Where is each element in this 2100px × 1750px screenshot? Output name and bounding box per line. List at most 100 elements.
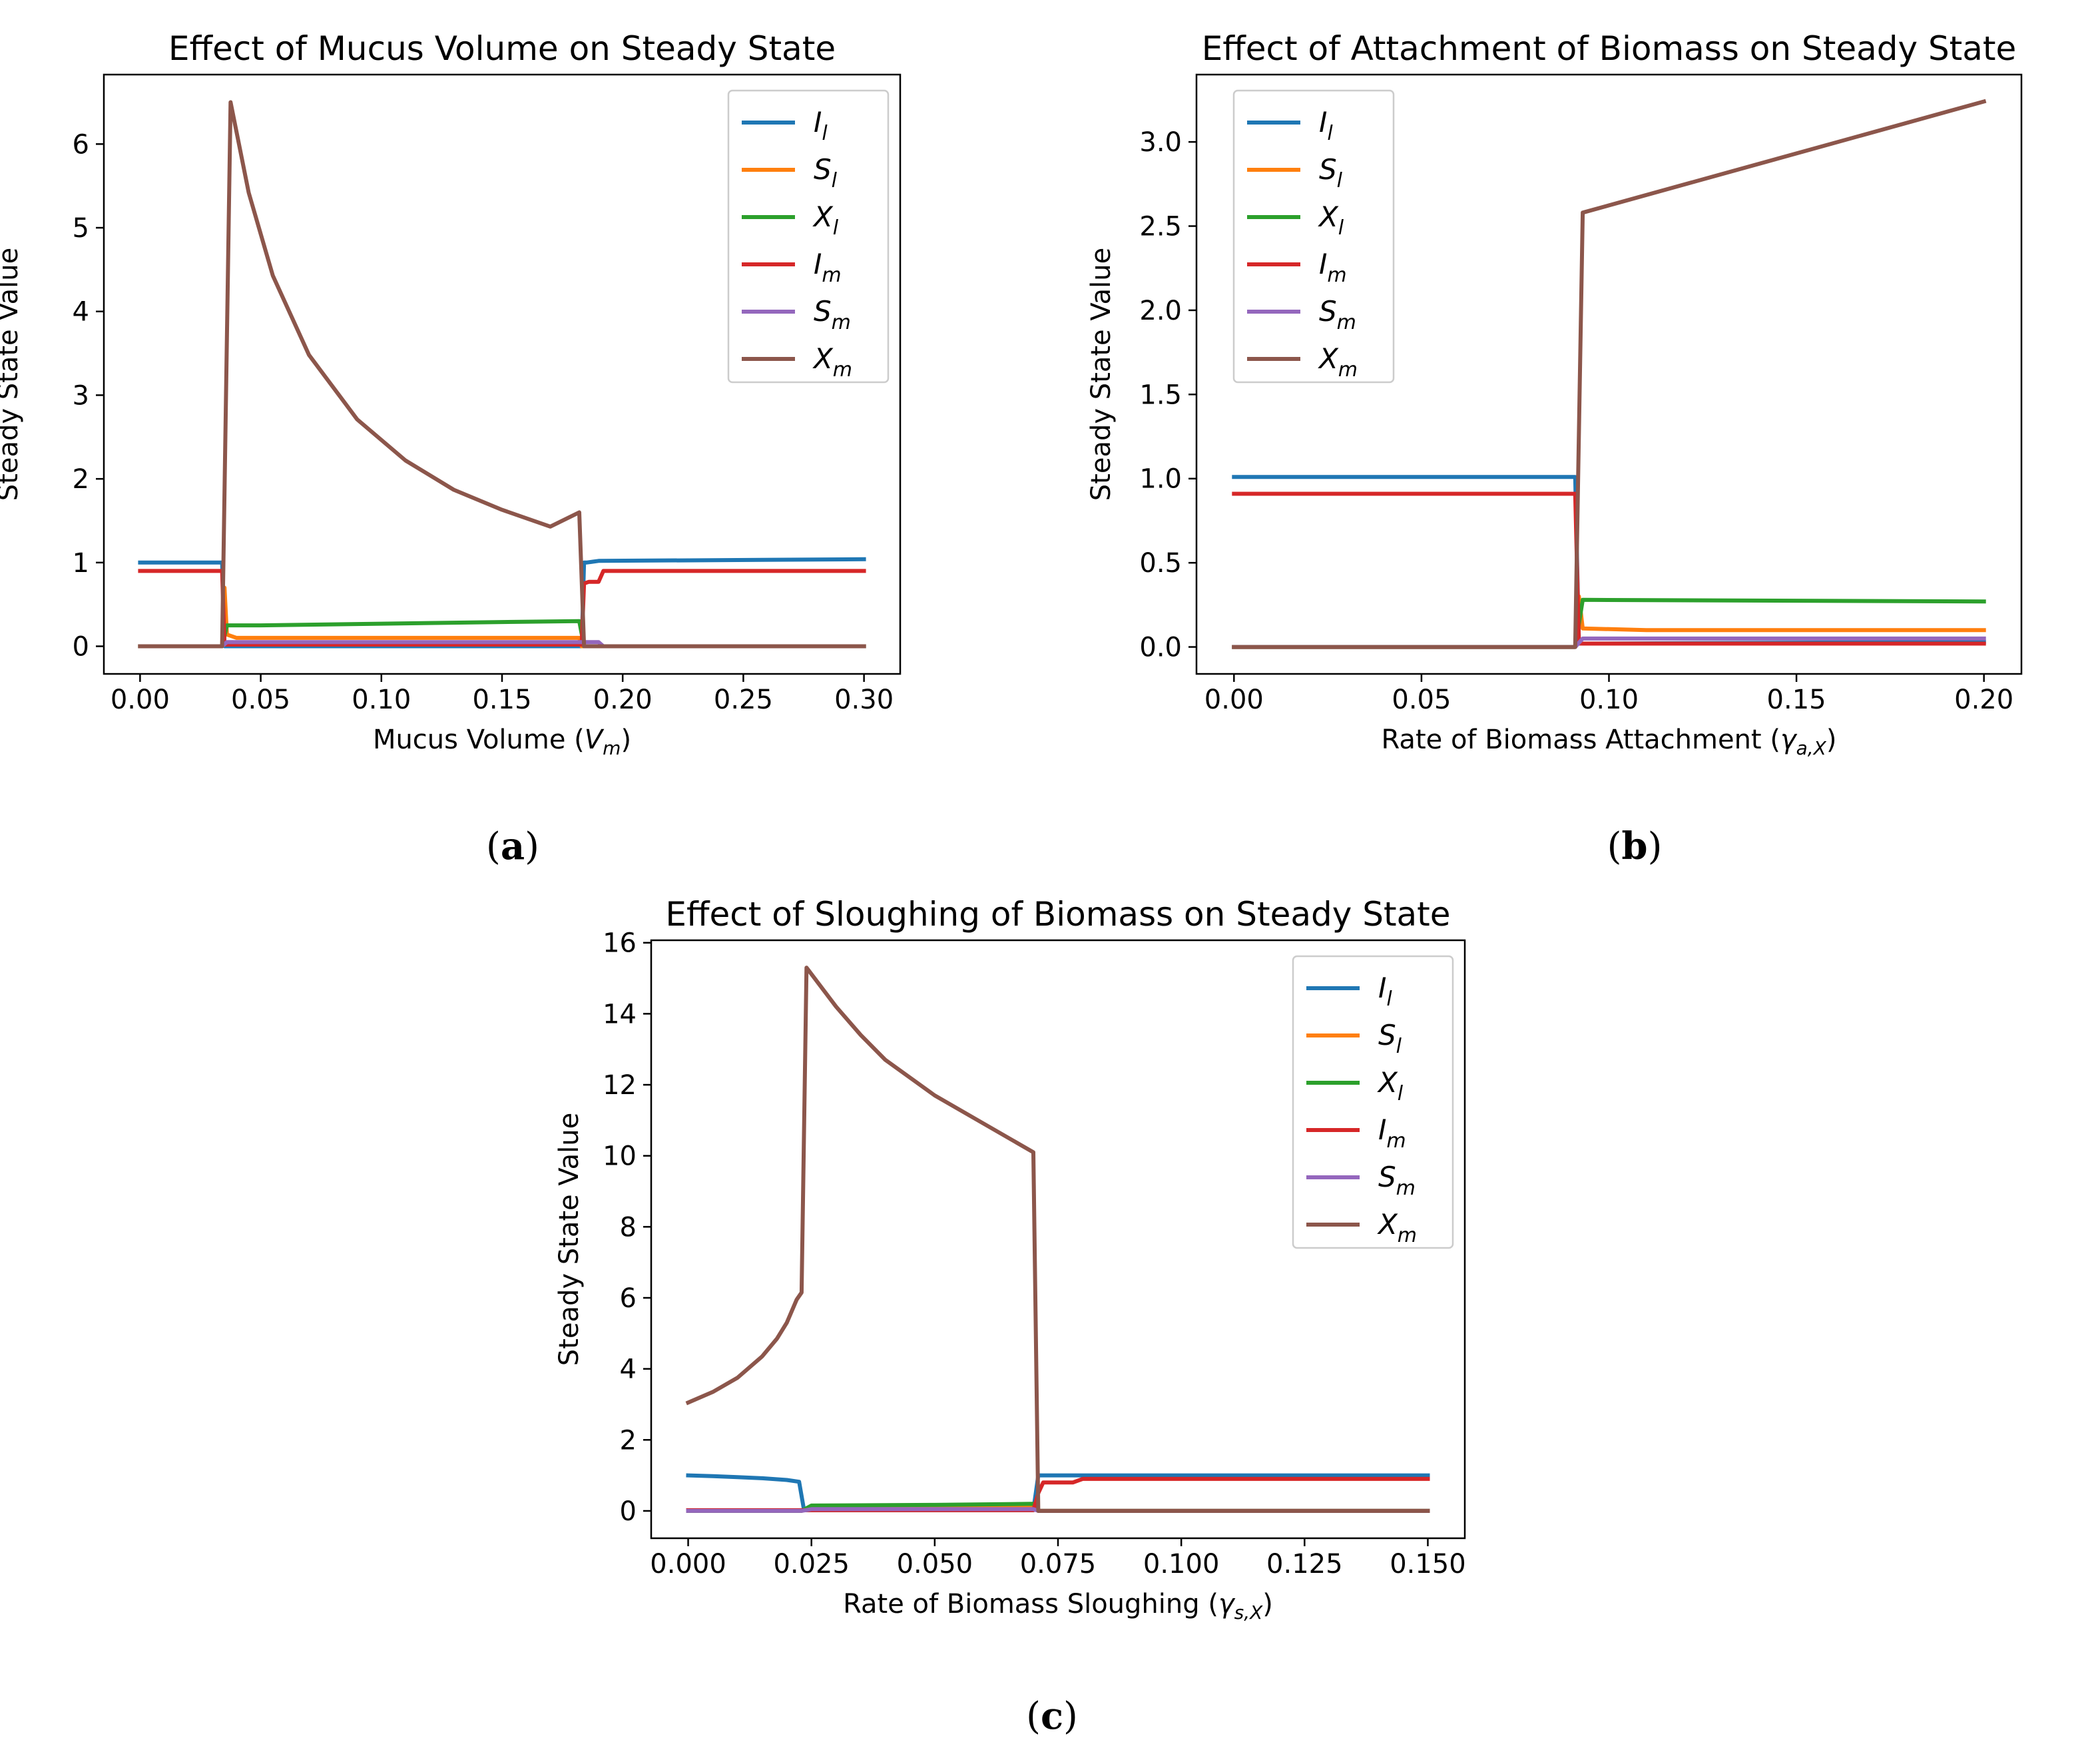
y-axis-label: Steady State Value [554, 1113, 585, 1366]
legend-box [1292, 955, 1454, 1249]
x-tick-label: 0.05 [1392, 685, 1451, 715]
y-tick-label: 0.0 [1139, 633, 1182, 663]
y-tick-label: 1 [73, 548, 89, 579]
legend-label-subscript: m [1327, 264, 1346, 287]
legend-label-subscript: l [832, 169, 838, 192]
legend-label: Il [814, 106, 828, 145]
legend-label-base: S [814, 153, 832, 186]
panel-label-close: ) [1648, 825, 1663, 868]
x-axis-label-symbol: γ [1780, 725, 1798, 755]
legend-label: Xl [1318, 200, 1344, 240]
legend-label-base: S [1378, 1019, 1396, 1051]
y-tick-label: 5 [73, 213, 89, 244]
y-tick-label: 16 [603, 928, 637, 959]
legend-label-base: X [1377, 1208, 1398, 1241]
x-axis-label-text: Rate of Biomass Sloughing ( [843, 1589, 1218, 1619]
x-axis-label-close: ) [1262, 1589, 1273, 1619]
legend-label: Im [1378, 1113, 1406, 1153]
series-group [685, 966, 1430, 1513]
x-axis-label-subscript: a,X [1796, 737, 1827, 759]
y-tick-label: 6 [73, 129, 89, 160]
legend-label-base: S [1319, 295, 1337, 328]
series-group [138, 100, 866, 649]
x-tick-label: 0.10 [1579, 685, 1639, 715]
legend-label-base: I [1378, 972, 1386, 1004]
panel-label-letter: a [501, 824, 525, 868]
legend-label-base: I [1378, 1113, 1386, 1146]
y-axis-label: Steady State Value [1086, 248, 1117, 501]
legend-box [727, 89, 890, 384]
legend-label-subscript: l [1338, 216, 1344, 240]
legend-label-subscript: l [1396, 1035, 1402, 1058]
legend-entry-i-m: Im [1247, 248, 1347, 287]
legend-entry-s-l: Sl [742, 153, 838, 192]
legend-label: Sm [1319, 295, 1356, 334]
legend-label-subscript: l [1327, 122, 1333, 145]
legend-label-subscript: m [1386, 1129, 1406, 1153]
x-tick-label: 0.10 [352, 685, 411, 715]
chart-title: Effect of Sloughing of Biomass on Steady… [665, 895, 1450, 934]
series-line-i-l [686, 1473, 1430, 1512]
legend-label-base: S [1319, 153, 1337, 186]
y-tick-label: 2 [620, 1425, 637, 1456]
y-tick-label: 12 [603, 1070, 637, 1101]
x-tick-label: 0.15 [1767, 685, 1826, 715]
legend-entry-x-m: Xm [742, 342, 852, 382]
x-tick-label: 0.15 [472, 685, 531, 715]
x-tick-label: 0.050 [897, 1549, 973, 1580]
legend-label: Sm [814, 295, 851, 334]
x-tick-label: 0.05 [231, 685, 290, 715]
legend-label-subscript: m [1337, 311, 1356, 334]
y-tick-label: 0 [620, 1496, 637, 1527]
x-axis-label-symbol: γ [1218, 1589, 1236, 1619]
y-tick-label: 14 [603, 999, 637, 1029]
series-group [1232, 99, 1987, 649]
legend-entry-s-l: Sl [1306, 1019, 1402, 1058]
legend-label-subscript: l [833, 216, 839, 240]
panel-label-close: ) [525, 825, 539, 868]
legend-label-base: X [1377, 1066, 1398, 1099]
x-tick-label: 0.20 [1954, 685, 2013, 715]
legend-label-base: S [1378, 1161, 1396, 1193]
panel-label: (a) [486, 824, 539, 868]
legend-entry-x-m: Xm [1247, 342, 1358, 382]
y-tick-label: 1.0 [1139, 464, 1182, 495]
legend-entry-s-l: Sl [1247, 153, 1343, 192]
legend-label-subscript: m [822, 264, 841, 287]
legend-label-base: S [814, 295, 832, 328]
legend-label: Xm [812, 342, 852, 382]
x-axis-label-text: Mucus Volume ( [373, 725, 585, 755]
y-tick-label: 0.5 [1139, 548, 1182, 579]
panel-label-open: ( [1026, 1695, 1041, 1738]
y-tick-label: 2 [73, 464, 89, 495]
legend-label-subscript: l [1398, 1082, 1404, 1105]
y-tick-label: 8 [620, 1212, 637, 1243]
legend-label: Sl [1378, 1019, 1402, 1058]
legend-label: Sl [814, 153, 838, 192]
legend-entry-x-l: Xl [1306, 1066, 1404, 1105]
x-axis-label-close: ) [1826, 725, 1837, 755]
chart-a: 0.00 0.05 0.10 0.15 0.20 0.25 0.30 0 1 2 3 4 5 6 Effec… [0, 29, 902, 868]
legend-entry-x-l: Xl [742, 200, 839, 240]
y-tick-label: 4 [620, 1354, 637, 1385]
legend-label: Sl [1319, 153, 1343, 192]
legend-entry-s-m: Sm [1247, 295, 1356, 334]
legend-label: Sm [1378, 1161, 1416, 1200]
x-tick-label: 0.025 [773, 1549, 850, 1580]
x-tick-label: 0.075 [1020, 1549, 1097, 1580]
chart-c: 0.000 0.025 0.050 0.075 0.100 0.125 0.150 0 2 4 6 8… [554, 895, 1466, 1738]
legend-entry-i-m: Im [1306, 1113, 1406, 1153]
legend-label: Xl [812, 200, 839, 240]
x-axis-label-subscript: m [603, 737, 621, 759]
legend-label-base: I [1319, 248, 1327, 280]
y-tick-label: 3.0 [1139, 127, 1182, 158]
legend-label: Il [1319, 106, 1333, 145]
panel-label-open: ( [1607, 825, 1622, 868]
series-line-x-m [1232, 99, 1987, 649]
x-tick-label: 0.100 [1143, 1549, 1220, 1580]
legend-entry-i-l: Il [1306, 972, 1392, 1011]
panel-label-letter: b [1621, 824, 1647, 868]
panel-label-close: ) [1063, 1695, 1078, 1738]
